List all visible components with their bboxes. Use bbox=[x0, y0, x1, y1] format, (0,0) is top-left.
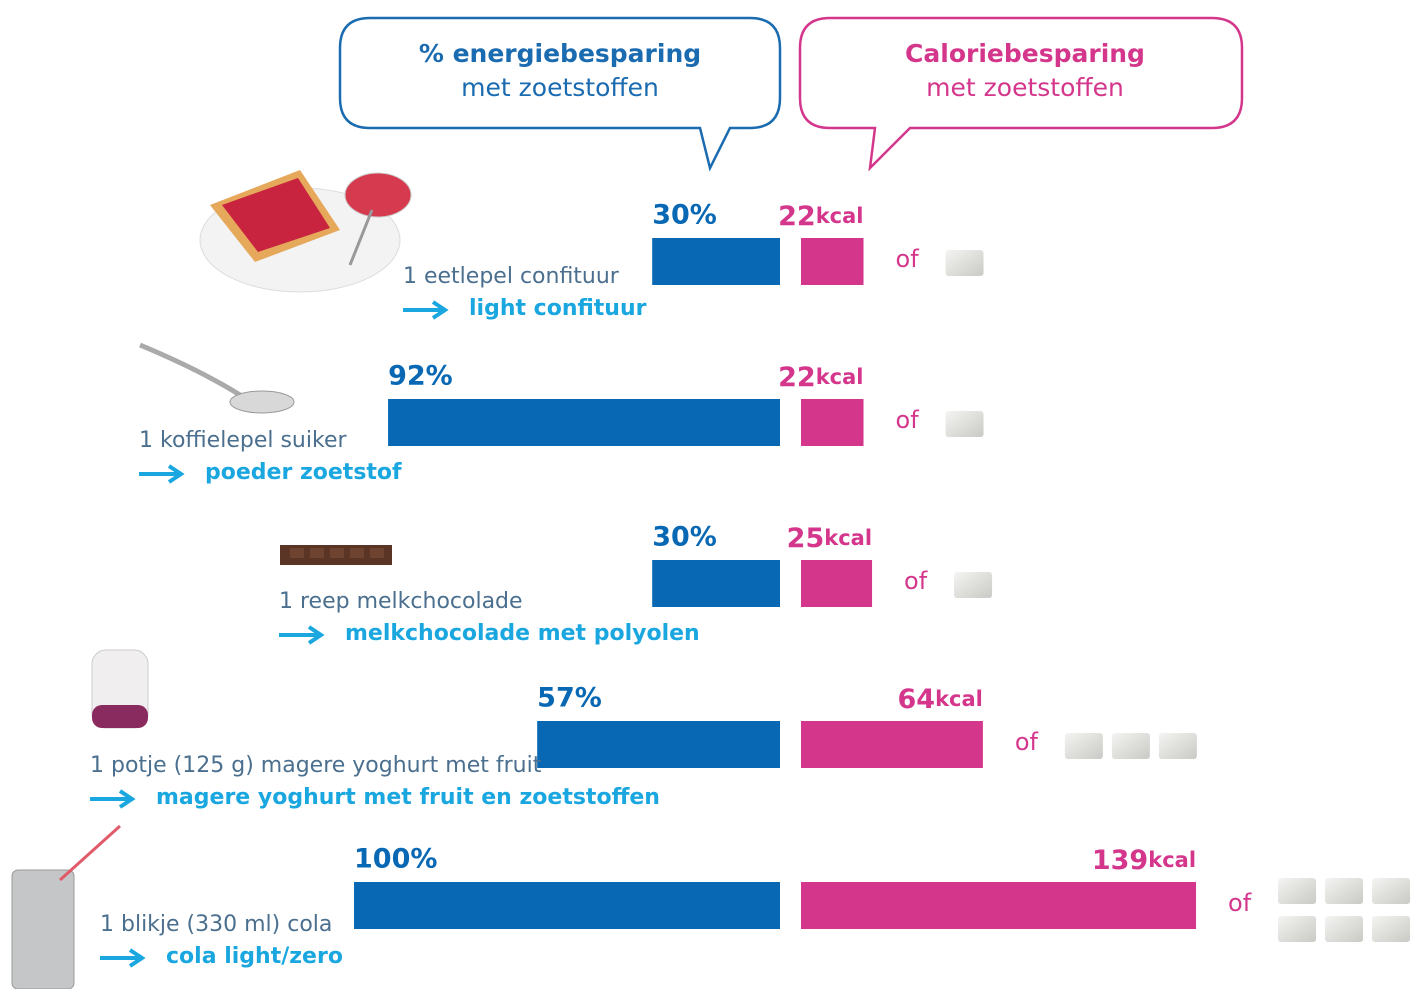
of-label: of bbox=[896, 245, 920, 273]
sugar-cube bbox=[1278, 878, 1316, 904]
sugar-cube bbox=[946, 411, 984, 437]
of-label: of bbox=[904, 567, 928, 595]
energy-title: % energiebesparing bbox=[419, 39, 701, 68]
sugar-cube bbox=[1372, 916, 1410, 942]
jam-illustration bbox=[200, 170, 411, 292]
sugar-cube bbox=[1325, 878, 1363, 904]
arrow bbox=[90, 791, 132, 807]
energy-label: 92% bbox=[388, 361, 453, 392]
energy-label: 100% bbox=[354, 844, 437, 875]
arrow bbox=[279, 627, 321, 643]
of-label: of bbox=[1015, 728, 1039, 756]
kcal-bar bbox=[801, 399, 864, 446]
kcal-unit: kcal bbox=[816, 204, 864, 228]
sugar-cube bbox=[1112, 733, 1150, 759]
product-from: 1 blikje (330 ml) cola bbox=[100, 912, 332, 937]
product-from: 1 koffielepel suiker bbox=[139, 428, 347, 453]
kcal-label: 22kcal bbox=[778, 201, 863, 232]
arrow bbox=[139, 466, 181, 482]
kcal-value: 22 bbox=[778, 201, 816, 232]
energy-bar bbox=[652, 238, 780, 285]
product-to: cola light/zero bbox=[166, 944, 343, 969]
kcal-label: 139kcal bbox=[1092, 845, 1196, 876]
product-from: 1 reep melkchocolade bbox=[279, 589, 523, 614]
calorie-title: Caloriebesparing bbox=[905, 39, 1145, 68]
sugar-cube bbox=[1325, 916, 1363, 942]
energy-bar bbox=[354, 882, 780, 929]
of-label: of bbox=[896, 406, 920, 434]
kcal-label: 64kcal bbox=[898, 684, 983, 715]
energy-bar bbox=[537, 721, 780, 768]
energy-label: 30% bbox=[652, 522, 717, 553]
product-to: melkchocolade met polyolen bbox=[345, 621, 700, 646]
sugar-cube bbox=[1278, 916, 1316, 942]
spoon-illustration bbox=[140, 345, 294, 413]
infographic: % energiebesparing met zoetstoffen Calor… bbox=[0, 0, 1420, 989]
energy-label: 30% bbox=[652, 200, 717, 231]
of-label: of bbox=[1228, 889, 1252, 917]
energy-bar bbox=[652, 560, 780, 607]
product-to: poeder zoetstof bbox=[205, 460, 402, 485]
kcal-value: 64 bbox=[898, 684, 936, 715]
energy-subtitle: met zoetstoffen bbox=[461, 73, 659, 102]
yoghurt-illustration bbox=[92, 650, 148, 728]
kcal-value: 25 bbox=[787, 523, 825, 554]
product-from: 1 eetlepel confituur bbox=[403, 264, 620, 289]
kcal-bar bbox=[801, 721, 983, 768]
energy-label: 57% bbox=[537, 683, 602, 714]
kcal-value: 139 bbox=[1092, 845, 1148, 876]
kcal-bar bbox=[801, 882, 1196, 929]
kcal-bar bbox=[801, 238, 864, 285]
kcal-unit: kcal bbox=[1148, 848, 1196, 872]
sugar-cube bbox=[1065, 733, 1103, 759]
kcal-bar bbox=[801, 560, 872, 607]
product-to: magere yoghurt met fruit en zoetstoffen bbox=[156, 785, 660, 810]
kcal-value: 22 bbox=[778, 362, 816, 393]
kcal-label: 22kcal bbox=[778, 362, 863, 393]
sugar-cube bbox=[1159, 733, 1197, 759]
product-from: 1 potje (125 g) magere yoghurt met fruit bbox=[90, 753, 542, 778]
kcal-unit: kcal bbox=[816, 365, 864, 389]
calorie-subtitle: met zoetstoffen bbox=[926, 73, 1124, 102]
arrow bbox=[100, 950, 142, 966]
chocolate-illustration bbox=[280, 545, 392, 565]
arrow bbox=[403, 302, 445, 318]
product-to: light confituur bbox=[469, 296, 647, 321]
can-illustration bbox=[12, 826, 120, 989]
energy-bar bbox=[388, 399, 780, 446]
kcal-unit: kcal bbox=[824, 526, 872, 550]
kcal-label: 25kcal bbox=[787, 523, 872, 554]
sugar-cube bbox=[1372, 878, 1410, 904]
kcal-unit: kcal bbox=[935, 687, 983, 711]
sugar-cube bbox=[946, 250, 984, 276]
sugar-cube bbox=[954, 572, 992, 598]
